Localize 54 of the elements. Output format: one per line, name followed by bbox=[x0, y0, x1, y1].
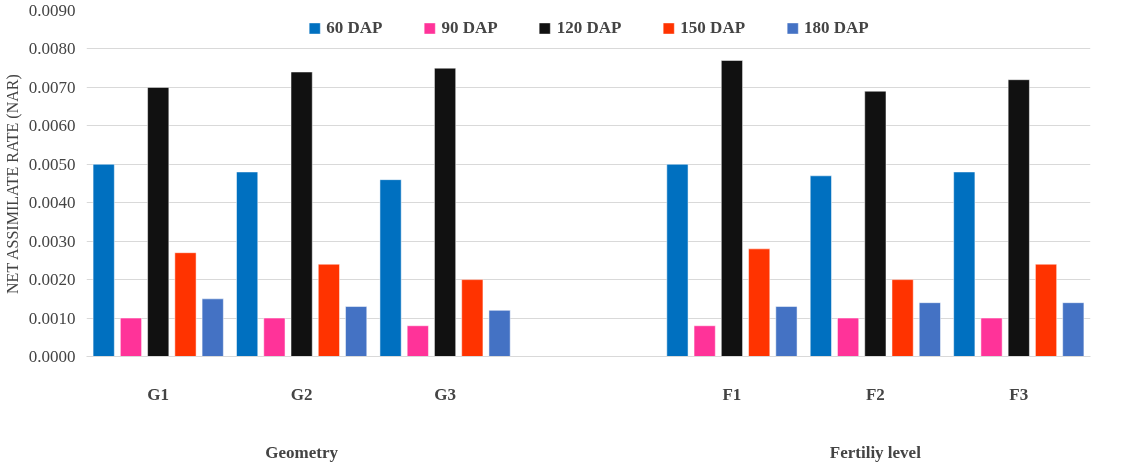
text: Fertiliy level bbox=[829, 442, 922, 462]
bar bbox=[290, 71, 313, 357]
bar bbox=[666, 164, 689, 357]
bar bbox=[201, 298, 224, 357]
bar bbox=[488, 310, 511, 357]
y-tick-label: 0.0000 bbox=[28, 347, 76, 366]
bar bbox=[775, 306, 798, 357]
x-tick-label: G1 bbox=[147, 384, 170, 404]
text: Geometry bbox=[265, 442, 339, 462]
bar bbox=[953, 171, 976, 357]
bar bbox=[1007, 79, 1030, 357]
y-tick-label: 0.0070 bbox=[28, 77, 76, 97]
bar bbox=[1062, 302, 1085, 357]
bar bbox=[236, 171, 259, 357]
bar bbox=[174, 252, 197, 357]
y-tick-label: 0.0090 bbox=[28, 1, 76, 20]
bar bbox=[434, 67, 456, 357]
bar bbox=[92, 164, 115, 357]
x-tick-label: F1 bbox=[722, 384, 742, 404]
bar bbox=[318, 263, 340, 357]
legend-label: 150 DAP bbox=[680, 18, 746, 38]
y-tick-label: 0.0060 bbox=[28, 116, 76, 136]
bar bbox=[693, 325, 716, 357]
legend-label: 90 DAP bbox=[441, 18, 498, 38]
bar bbox=[837, 317, 859, 357]
y-axis-title: NET ASSIMILATE RATE (NAR) bbox=[3, 74, 22, 294]
x-tick-label: G2 bbox=[290, 384, 313, 404]
bar bbox=[891, 279, 914, 357]
bar bbox=[748, 248, 771, 357]
x-tick-label: F3 bbox=[1009, 384, 1029, 404]
bar bbox=[147, 87, 170, 357]
legend-label: 60 DAP bbox=[326, 18, 383, 38]
bar bbox=[918, 302, 941, 357]
bar bbox=[120, 317, 142, 357]
x-tick-label: F2 bbox=[865, 384, 885, 404]
bar bbox=[461, 279, 484, 357]
y-tick-label: 0.0020 bbox=[28, 270, 76, 290]
bar bbox=[406, 325, 429, 357]
bar bbox=[809, 175, 832, 357]
legend-label: 120 DAP bbox=[556, 18, 622, 38]
y-tick-label: 0.0030 bbox=[28, 231, 76, 251]
y-tick-label: 0.0010 bbox=[28, 308, 76, 328]
bar bbox=[345, 306, 368, 357]
y-tick-label: 0.0050 bbox=[28, 154, 76, 174]
bar bbox=[864, 90, 887, 357]
bar bbox=[263, 317, 286, 357]
x-tick-label: G3 bbox=[434, 384, 456, 404]
legend-label: 180 DAP bbox=[804, 18, 869, 38]
bar bbox=[1035, 263, 1057, 357]
y-tick-label: 0.0040 bbox=[28, 193, 76, 213]
bar bbox=[379, 179, 402, 357]
bar bbox=[721, 60, 743, 357]
bar bbox=[980, 317, 1003, 357]
y-tick-label: 0.0080 bbox=[28, 39, 76, 59]
